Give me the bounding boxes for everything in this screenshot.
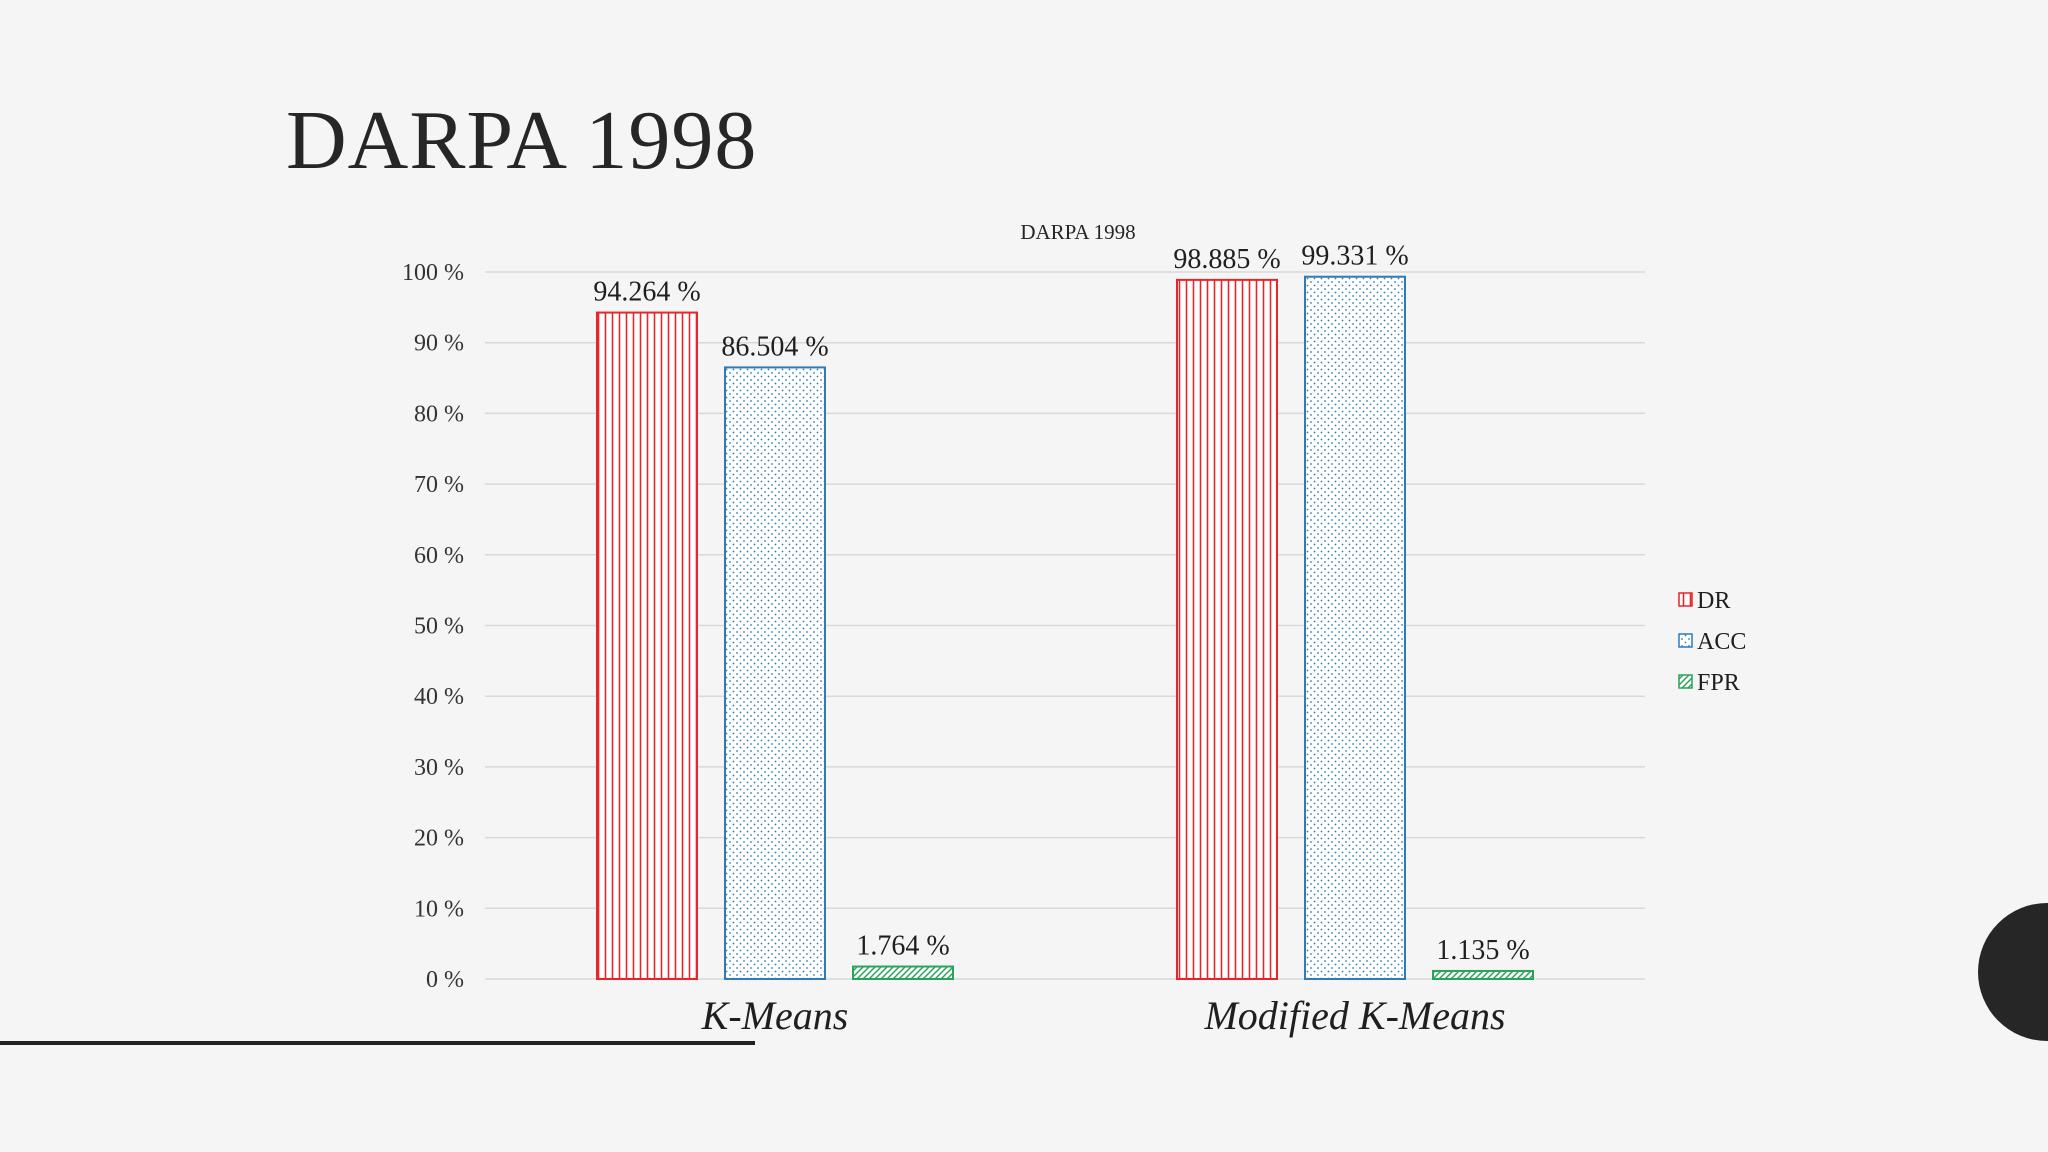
data-label: 1.135 %	[1436, 935, 1529, 966]
y-tick-label: 10 %	[414, 896, 464, 922]
y-tick-label: 60 %	[414, 543, 464, 569]
legend: DR ACC FPR	[1678, 588, 1746, 696]
bar-acc-modified-k-means	[1304, 275, 1406, 980]
bar-dr-k-means	[596, 311, 698, 980]
y-tick-label: 0 %	[426, 967, 464, 993]
y-tick-label: 90 %	[414, 331, 464, 357]
y-tick-label: 20 %	[414, 826, 464, 852]
data-label: 98.885 %	[1173, 244, 1280, 275]
bar-acc-k-means	[724, 366, 826, 980]
bar-fpr-k-means	[852, 965, 954, 980]
data-label: 1.764 %	[856, 931, 949, 962]
x-axis-categories: K-Means Modified K-Means	[701, 993, 1506, 1038]
legend-label-dr: DR	[1697, 588, 1730, 614]
x-category-label: Modified K-Means	[1203, 993, 1505, 1038]
legend-swatch-acc	[1678, 633, 1693, 648]
y-tick-label: 100 %	[402, 260, 464, 286]
bar-dr-modified-k-means	[1176, 278, 1278, 980]
data-label: 99.331 %	[1301, 241, 1408, 272]
chart-title: DARPA 1998	[1020, 220, 1135, 244]
data-label: 94.264 %	[593, 277, 700, 308]
legend-label-fpr: FPR	[1697, 670, 1740, 696]
y-tick-label: 50 %	[414, 614, 464, 640]
bar-fpr-modified-k-means	[1432, 969, 1534, 980]
y-tick-label: 40 %	[414, 684, 464, 710]
title-underline-decoration	[0, 1041, 755, 1045]
data-labels: 94.264 % 86.504 % 1.764 % 98.885 % 99.331 % 1…	[593, 241, 1529, 966]
legend-swatch-dr	[1678, 592, 1693, 607]
y-tick-label: 30 %	[414, 755, 464, 781]
slide-title: DARPA 1998	[286, 94, 758, 187]
legend-label-acc: ACC	[1697, 629, 1746, 655]
bars	[596, 275, 1534, 980]
y-axis-ticks: 0 % 10 % 20 % 30 % 40 % 50 % 60 % 70 % 80 % 90 % 1…	[402, 260, 464, 993]
y-tick-label: 80 %	[414, 401, 464, 427]
data-label: 86.504 %	[721, 331, 828, 362]
y-tick-label: 70 %	[414, 472, 464, 498]
legend-swatch-fpr	[1678, 674, 1693, 689]
x-category-label: K-Means	[701, 993, 849, 1038]
